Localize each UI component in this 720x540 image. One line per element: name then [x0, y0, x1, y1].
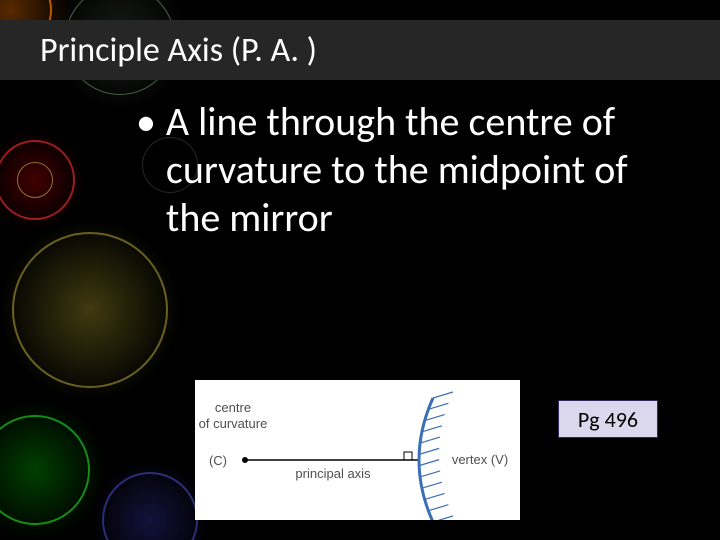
body-text: • A line through the centre of curvature… — [140, 98, 660, 242]
title-bar: Principle Axis (P. A. ) — [0, 20, 720, 80]
bullet-item: • A line through the centre of curvature… — [140, 98, 660, 242]
diagram-svg: centreof curvature (C) principal axis verte… — [195, 380, 520, 520]
slide-title: Principle Axis (P. A. ) — [40, 30, 317, 71]
svg-text:of curvature: of curvature — [199, 416, 268, 431]
bullet-text: A line through the centre of curvature t… — [166, 98, 660, 242]
svg-text:centre: centre — [215, 400, 251, 415]
page-ref-badge: Pg 496 — [558, 400, 658, 438]
svg-text:(C): (C) — [209, 453, 227, 468]
svg-text:vertex (V): vertex (V) — [452, 452, 508, 467]
page-ref-text: Pg 496 — [578, 406, 638, 433]
principal-axis-diagram: centreof curvature (C) principal axis verte… — [195, 380, 520, 520]
bullet-dot-icon: • — [136, 98, 156, 242]
svg-text:principal axis: principal axis — [295, 466, 371, 481]
